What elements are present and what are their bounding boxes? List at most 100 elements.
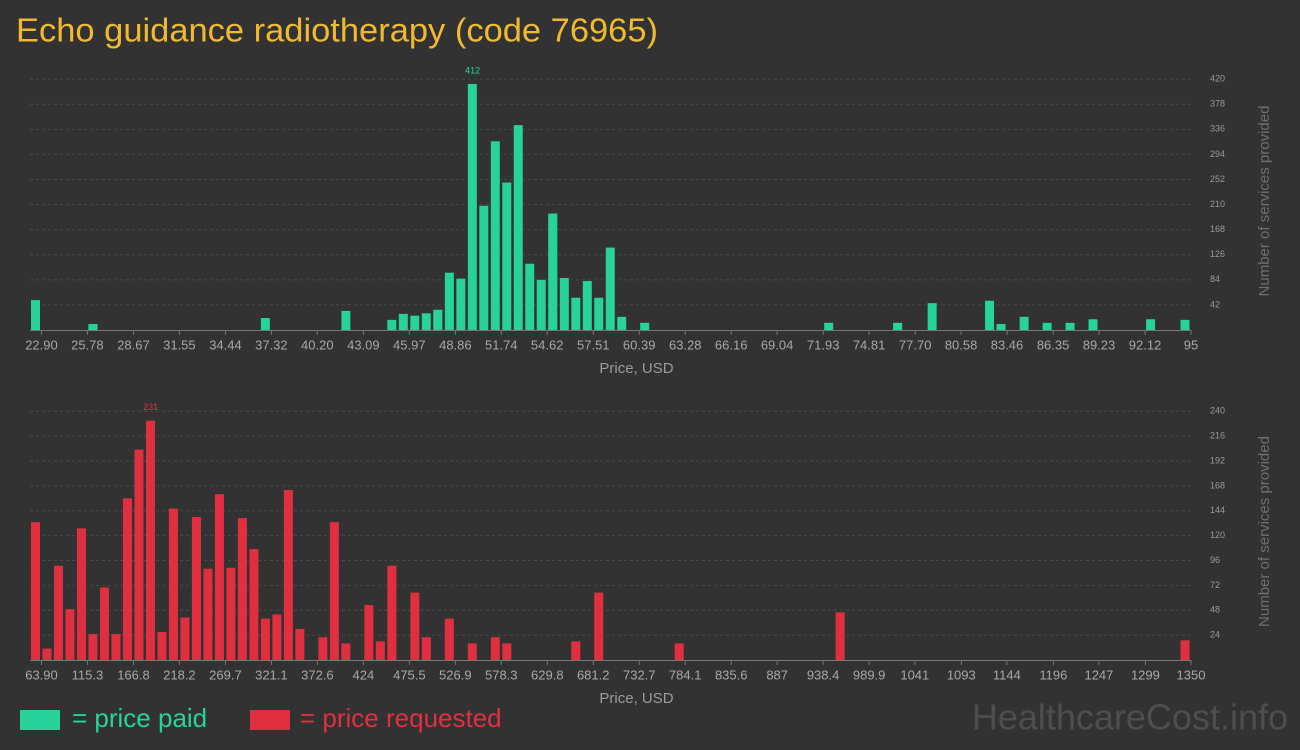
x-tick-label: 77.70 (899, 337, 932, 352)
bar (145, 420, 155, 660)
x-tick-label: 74.81 (853, 337, 886, 352)
x-tick-label: 95 (1184, 337, 1198, 352)
x-tick-label: 92.12 (1129, 337, 1162, 352)
bar (76, 528, 86, 660)
y-tick-label: 96 (1210, 555, 1220, 565)
x-tick-label: 938.4 (807, 667, 840, 682)
y-tick-label: 210 (1210, 199, 1225, 209)
watermark: HealthcareCost.info (972, 697, 1288, 738)
y-tick-label: 252 (1210, 174, 1225, 184)
x-tick-label: 424 (352, 667, 374, 682)
x-tick-label: 60.39 (623, 337, 656, 352)
y-tick-label: 126 (1210, 249, 1225, 259)
bar (571, 641, 581, 660)
y-tick-label: 120 (1210, 530, 1225, 540)
bar (559, 278, 569, 330)
x-tick-label: 1041 (900, 667, 929, 682)
x-tick-label: 66.16 (715, 337, 748, 352)
bar (594, 297, 604, 330)
x-tick-label: 43.09 (347, 337, 380, 352)
x-tick-label: 57.51 (577, 337, 610, 352)
bar (985, 300, 995, 330)
chart-title: Echo guidance radiotherapy (code 76965) (16, 12, 658, 49)
x-tick-label: 1299 (1131, 667, 1160, 682)
y-tick-label: 24 (1210, 630, 1220, 640)
x-tick-label: 45.97 (393, 337, 426, 352)
legend-swatch (20, 710, 60, 730)
bar (214, 494, 224, 660)
x-tick-label: 629.8 (531, 667, 564, 682)
x-tick-label: 51.74 (485, 337, 518, 352)
bar (203, 568, 213, 660)
bar (571, 297, 581, 330)
bar (594, 592, 604, 660)
data-label: 412 (465, 65, 480, 75)
y-tick-label: 420 (1210, 74, 1225, 84)
bar (341, 643, 351, 660)
bar (582, 281, 592, 330)
legend-label: = price requested (300, 703, 502, 733)
y-tick-label: 168 (1210, 224, 1225, 234)
x-tick-label: 31.55 (163, 337, 196, 352)
y-tick-label: 144 (1210, 505, 1225, 515)
bar (1088, 319, 1098, 330)
bar (295, 628, 305, 660)
x-tick-label: 63.28 (669, 337, 702, 352)
bar (65, 609, 75, 660)
bar (364, 605, 374, 660)
bar (53, 565, 63, 660)
bar (272, 614, 282, 660)
y-tick-label: 84 (1210, 274, 1220, 284)
bar (180, 617, 190, 660)
x-tick-label: 37.32 (255, 337, 288, 352)
x-tick-label: 71.93 (807, 337, 840, 352)
x-tick-label: 1093 (947, 667, 976, 682)
x-axis-label: Price, USD (599, 690, 673, 707)
bar (249, 549, 259, 660)
y-tick-label: 48 (1210, 605, 1220, 615)
y-tick-label: 336 (1210, 124, 1225, 134)
bar (283, 490, 293, 660)
bar (548, 213, 558, 330)
bar (375, 641, 385, 660)
legend-swatch (250, 710, 290, 730)
x-tick-label: 25.78 (71, 337, 104, 352)
bar (525, 263, 535, 330)
bar (1065, 322, 1075, 330)
y-tick-label: 294 (1210, 149, 1225, 159)
bar (168, 508, 178, 660)
x-tick-label: 1247 (1084, 667, 1113, 682)
bar (536, 279, 546, 330)
bar (502, 182, 512, 330)
bar (467, 643, 477, 660)
x-tick-label: 269.7 (209, 667, 242, 682)
bar (421, 313, 431, 330)
bar (456, 278, 466, 330)
x-tick-label: 22.90 (25, 337, 58, 352)
y-tick-label: 168 (1210, 480, 1225, 490)
bar (31, 300, 40, 330)
bar (42, 648, 52, 660)
bar (99, 587, 109, 660)
bar (398, 313, 408, 330)
x-tick-label: 83.46 (991, 337, 1024, 352)
bar (329, 522, 339, 660)
x-tick-label: 80.58 (945, 337, 978, 352)
bar (111, 634, 121, 660)
bar (260, 318, 270, 330)
legend-label: = price paid (72, 703, 207, 733)
x-tick-label: 63.90 (25, 667, 58, 682)
bar (1180, 319, 1190, 330)
bar (1019, 316, 1029, 330)
x-tick-label: 1350 (1177, 667, 1206, 682)
bar (433, 309, 443, 330)
bar (31, 522, 40, 660)
x-tick-label: 166.8 (117, 667, 150, 682)
x-tick-label: 475.5 (393, 667, 426, 682)
x-tick-label: 86.35 (1037, 337, 1070, 352)
bar (260, 618, 270, 660)
bar (318, 637, 328, 660)
x-axis-label: Price, USD (599, 360, 673, 377)
